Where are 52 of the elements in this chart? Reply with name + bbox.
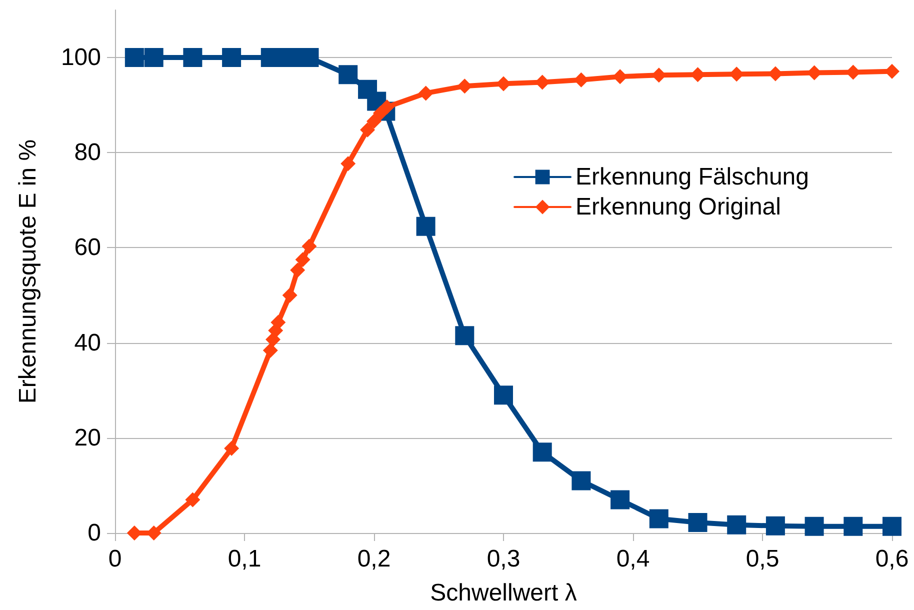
legend-label: Erkennung Fälschung [576,164,809,190]
y-tick-label: 100 [60,44,101,72]
x-tick-label: 0,2 [357,546,391,572]
point [290,262,306,278]
point [124,48,144,68]
point [574,72,589,88]
point [532,442,552,462]
point [270,314,286,330]
x-tick-label: 0,5 [746,546,780,572]
point [766,516,785,536]
point [282,288,298,303]
point [338,65,358,84]
point [418,86,434,101]
point [844,516,863,536]
x-tick-label: 0,3 [486,546,520,572]
point [295,252,310,268]
point [727,515,746,534]
point [457,78,472,94]
point [222,48,242,68]
point [612,69,628,84]
x-axis-title: Schwellwert λ [430,580,577,606]
legend-label: Erkennung Original [576,194,781,220]
point [649,509,668,528]
point [884,64,900,79]
point [302,238,317,254]
point [804,516,824,536]
point [360,122,376,138]
point [688,513,708,532]
point [144,48,164,68]
point [610,490,630,510]
y-tick-label: 20 [74,424,101,452]
point [496,76,511,92]
y-tick-label: 40 [74,329,101,356]
point [416,216,436,236]
point [224,440,240,456]
y-tick-label: 0 [88,520,101,546]
x-tick-label: 0 [108,546,122,572]
point [183,48,202,68]
point [366,114,382,129]
y-tick-label: 60 [74,234,101,262]
point [185,492,200,508]
point [340,156,356,172]
x-tick-label: 0,1 [228,546,262,572]
point [262,342,278,358]
point [882,516,902,536]
point [494,386,513,405]
point [455,326,474,346]
y-axis-title: Erkennungsquote E in % [14,139,42,404]
x-tick-label: 0,6 [875,546,909,572]
y-tick-label: 80 [74,139,101,166]
x-tick-label: 0,4 [616,546,650,572]
point [572,471,591,490]
